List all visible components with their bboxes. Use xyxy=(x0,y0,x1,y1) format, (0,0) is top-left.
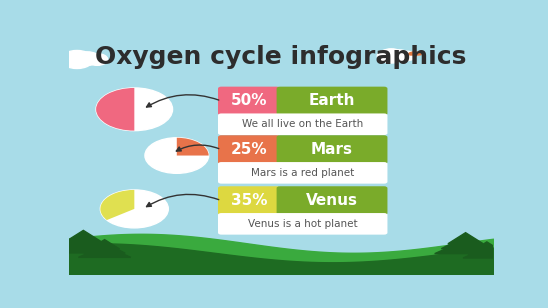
Polygon shape xyxy=(468,245,505,254)
Text: Mars: Mars xyxy=(311,142,353,157)
Text: Oxygen cycle infographics: Oxygen cycle infographics xyxy=(95,45,466,69)
Circle shape xyxy=(100,190,168,228)
Polygon shape xyxy=(57,234,110,248)
Circle shape xyxy=(377,52,392,60)
Text: Mars is a red planet: Mars is a red planet xyxy=(251,168,355,178)
FancyBboxPatch shape xyxy=(218,162,387,184)
FancyBboxPatch shape xyxy=(218,87,280,115)
Circle shape xyxy=(96,88,173,131)
Polygon shape xyxy=(78,246,131,257)
Polygon shape xyxy=(473,242,500,250)
Polygon shape xyxy=(84,243,125,253)
FancyBboxPatch shape xyxy=(218,186,280,215)
FancyBboxPatch shape xyxy=(218,135,280,164)
Text: Earth: Earth xyxy=(309,94,355,108)
Polygon shape xyxy=(50,238,117,253)
Circle shape xyxy=(379,49,404,63)
Polygon shape xyxy=(410,52,421,55)
Polygon shape xyxy=(463,248,511,258)
Wedge shape xyxy=(100,190,134,220)
Circle shape xyxy=(61,51,93,68)
Circle shape xyxy=(399,51,415,61)
FancyBboxPatch shape xyxy=(277,87,387,115)
Text: 35%: 35% xyxy=(231,193,267,208)
Wedge shape xyxy=(96,88,134,131)
Polygon shape xyxy=(435,240,496,253)
Wedge shape xyxy=(177,138,209,156)
Polygon shape xyxy=(90,240,119,249)
Circle shape xyxy=(390,50,409,61)
Text: We all live on the Earth: We all live on the Earth xyxy=(242,119,363,129)
Polygon shape xyxy=(441,236,490,249)
Text: 25%: 25% xyxy=(231,142,267,157)
FancyBboxPatch shape xyxy=(218,213,387,235)
Polygon shape xyxy=(448,233,483,244)
FancyBboxPatch shape xyxy=(218,113,387,135)
FancyBboxPatch shape xyxy=(277,135,387,164)
Text: Venus is a hot planet: Venus is a hot planet xyxy=(248,219,357,229)
FancyBboxPatch shape xyxy=(277,186,387,215)
Circle shape xyxy=(59,54,78,65)
Circle shape xyxy=(87,54,107,65)
Polygon shape xyxy=(64,230,102,242)
Text: Venus: Venus xyxy=(306,193,358,208)
Polygon shape xyxy=(408,52,419,55)
Circle shape xyxy=(145,138,209,173)
Text: 50%: 50% xyxy=(231,94,267,108)
Circle shape xyxy=(76,52,100,65)
